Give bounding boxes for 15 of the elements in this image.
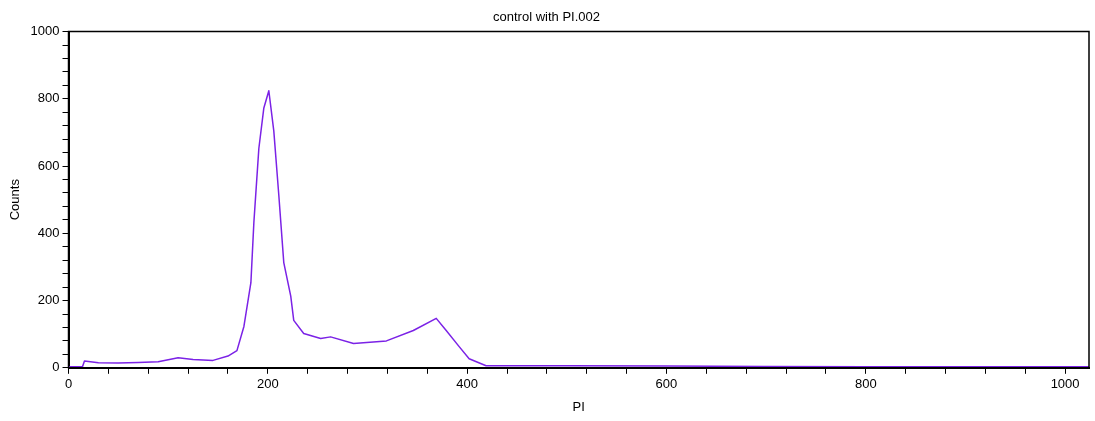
- y-axis-title: Counts: [7, 178, 23, 221]
- x-tick-label: 400: [456, 376, 478, 392]
- x-tick-label: 800: [854, 376, 877, 392]
- y-tick-label: 400: [37, 224, 60, 240]
- y-tick-label: 1000: [30, 23, 60, 39]
- x-axis-title: PI: [572, 398, 585, 414]
- x-tick-label: 600: [655, 376, 678, 392]
- x-tick-label: 200: [256, 376, 279, 392]
- y-tick-label: 800: [37, 90, 60, 106]
- chart-title: control with PI.002: [493, 9, 600, 25]
- x-tick-label: 1000: [1050, 376, 1080, 392]
- y-tick-label: 600: [37, 157, 60, 173]
- x-tick-label: 0: [64, 376, 73, 392]
- y-tick-label: 0: [52, 359, 60, 375]
- y-tick-label: 200: [37, 292, 60, 308]
